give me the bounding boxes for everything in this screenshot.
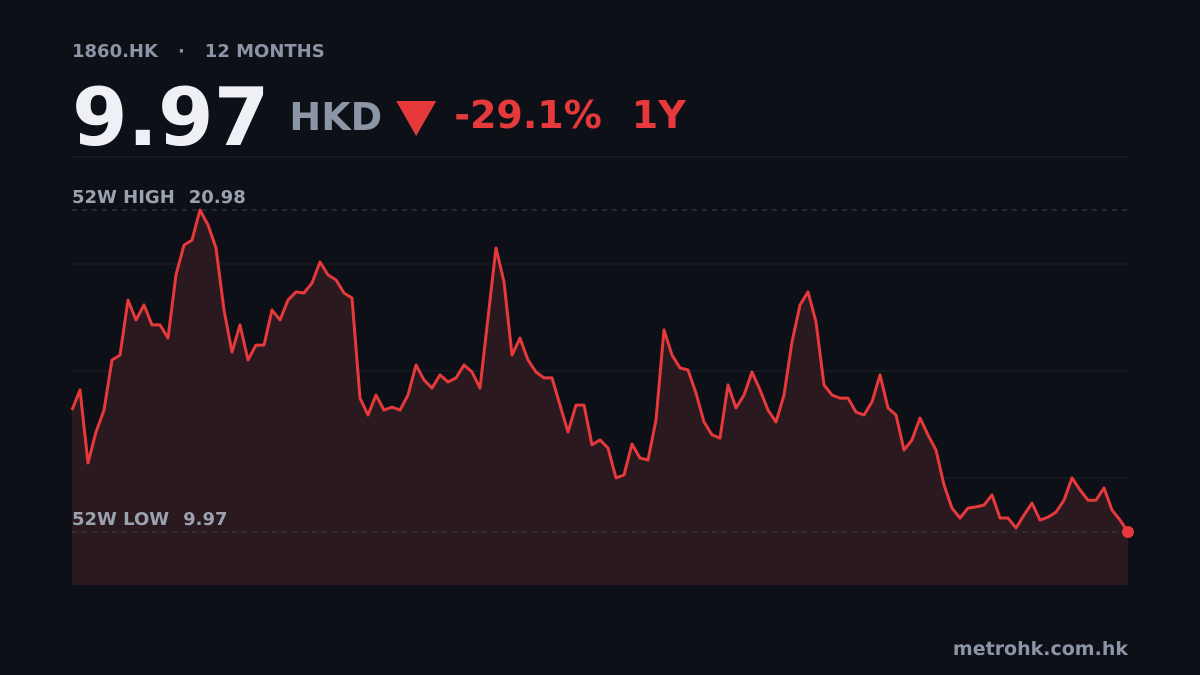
- down-arrow-icon: [396, 101, 437, 136]
- price-line: [70, 208, 1130, 533]
- currency: HKD: [289, 95, 382, 139]
- last-point: [1122, 526, 1134, 539]
- ticker: 1860.HK: [72, 41, 159, 62]
- reference-label: 52W HIGH: [72, 187, 175, 208]
- range: 1Y: [632, 93, 686, 137]
- change: -29.1%: [454, 93, 602, 137]
- period: 12 MONTHS: [205, 41, 325, 62]
- plot: 52W HIGH 20.98 52W LOW 9.97: [70, 187, 1134, 585]
- reference-value: 9.97: [183, 509, 227, 530]
- area: [72, 210, 1128, 585]
- price: 9.97: [72, 71, 269, 164]
- reference-label: 52W LOW: [72, 509, 169, 530]
- source: metrohk.com.hk: [953, 638, 1128, 660]
- reference-value: 20.98: [189, 187, 246, 208]
- separator: ·: [178, 41, 185, 62]
